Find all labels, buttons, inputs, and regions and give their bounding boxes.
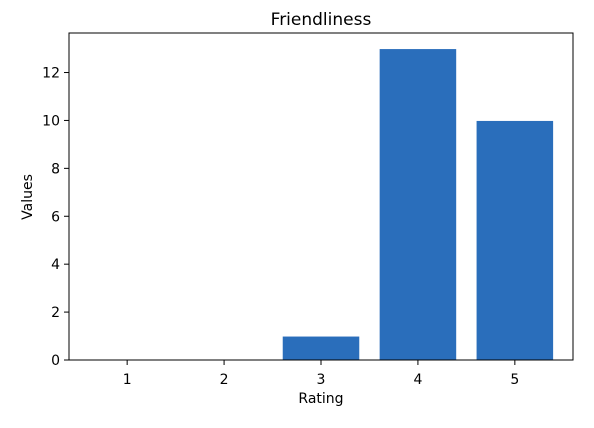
x-axis-label: Rating — [298, 391, 343, 407]
y-tick-label-8: 8 — [51, 161, 60, 177]
y-tick-label-12: 12 — [42, 66, 60, 82]
x-tick-label-5: 5 — [510, 372, 519, 388]
y-tick-label-10: 10 — [42, 113, 60, 129]
bar-4 — [378, 48, 458, 361]
chart-title: Friendliness — [271, 10, 372, 30]
x-tick-label-3: 3 — [317, 372, 326, 388]
bars-group — [281, 48, 555, 361]
x-tick-label-4: 4 — [413, 372, 422, 388]
bar-5 — [475, 119, 555, 361]
y-tick-label-0: 0 — [51, 353, 60, 369]
y-axis: 0 2 4 6 8 10 12 — [42, 66, 69, 369]
x-axis: 1 2 3 4 5 — [123, 360, 519, 388]
y-tick-label-2: 2 — [51, 305, 60, 321]
y-axis-label: Values — [20, 174, 36, 220]
x-tick-label-2: 2 — [220, 372, 229, 388]
y-tick-label-6: 6 — [51, 209, 60, 225]
y-tick-label-4: 4 — [51, 257, 60, 273]
bar-3 — [281, 335, 361, 361]
x-tick-label-1: 1 — [123, 372, 132, 388]
